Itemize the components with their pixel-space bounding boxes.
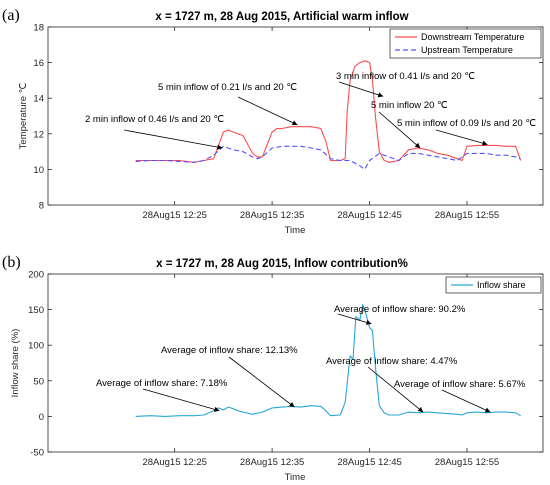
annotation-text: 5 min inflow of 0.21 l/s and 20 ℃ — [158, 82, 297, 93]
annotation-arrow-head — [417, 406, 424, 413]
legend-label-downstream: Downstream Temperature — [421, 32, 524, 42]
y-tick-label: 8 — [39, 201, 44, 212]
panel-b-x-label: Time — [285, 472, 306, 483]
y-tick-label: 200 — [28, 270, 44, 281]
annotation-arrow-head — [414, 142, 421, 149]
x-tick-label: 28Aug15 12:25 — [142, 210, 206, 221]
annotation-text: 5 min inflow 20 ℃ — [371, 100, 448, 111]
panel-b-series-group — [135, 304, 521, 417]
y-tick-label: 150 — [28, 305, 44, 316]
y-tick-label: 100 — [28, 341, 44, 352]
annotation-arrow-head — [288, 402, 295, 408]
annotation-text: Average of inflow share: 12.13% — [161, 345, 298, 356]
annotation-arrow-head — [213, 406, 220, 412]
panel-a-x-label: Time — [285, 225, 306, 236]
annotation-arrow-line — [441, 389, 491, 413]
annotation-arrow-line — [435, 129, 488, 145]
panel-a: (a) x = 1727 m, 28 Aug 2015, Artificial … — [2, 7, 544, 236]
annotation-arrow-line — [337, 313, 372, 325]
annotation-arrow-head — [481, 140, 488, 146]
annotation-text: 3 min inflow of 0.41 l/s and 20 ℃ — [336, 71, 475, 82]
x-tick-label: 28Aug15 12:45 — [337, 457, 401, 468]
panel-a-title: x = 1727 m, 28 Aug 2015, Artificial warm… — [155, 11, 408, 23]
annotation-text: Average of inflow share: 7.18% — [96, 378, 228, 389]
y-tick-label: 16 — [33, 58, 44, 69]
x-tick-label: 28Aug15 12:55 — [435, 210, 499, 221]
annotation-arrow-head — [377, 92, 384, 98]
panel-b-legend-box — [445, 276, 542, 294]
annotation-arrow-line — [378, 111, 421, 149]
annotation-arrow-head — [217, 144, 223, 150]
x-tick-label: 28Aug15 12:45 — [337, 210, 401, 221]
panel-a-label: (a) — [2, 7, 20, 24]
panel-a-legend: Downstream Temperature Upstream Temperat… — [389, 28, 542, 59]
panel-a-annotations: 2 min inflow of 0.46 l/s and 20 ℃ 5 min i… — [85, 71, 536, 150]
annotation-text: Average of inflow share: 5.67% — [394, 379, 526, 390]
y-tick-label: -50 — [30, 448, 44, 459]
panel-b-y-label: Inflow share (%) — [10, 329, 21, 398]
x-tick-label: 28Aug15 12:25 — [142, 457, 206, 468]
panel-a-series-group — [135, 60, 522, 170]
panel-a-y-axis: 8 10 12 14 16 18 — [33, 23, 543, 212]
x-tick-label: 28Aug15 12:35 — [240, 210, 304, 221]
y-tick-label: 14 — [33, 94, 44, 105]
panel-a-y-label: Temperature ℃ — [18, 82, 29, 149]
series-line-inflow-share — [135, 304, 521, 417]
panel-b-label: (b) — [2, 254, 21, 271]
x-tick-label: 28Aug15 12:55 — [435, 457, 499, 468]
annotation-arrow-line — [367, 366, 424, 413]
y-tick-label: 18 — [33, 23, 44, 34]
annotation-arrow-head — [484, 407, 491, 413]
panel-a-legend-box — [389, 28, 542, 59]
series-line-downstream-temperature — [135, 60, 522, 163]
legend-label-inflow-share: Inflow share — [477, 280, 526, 290]
panel-b-y-axis: -50 0 50 100 150 200 — [28, 270, 543, 459]
y-tick-label: 50 — [33, 376, 44, 387]
annotation-arrow-line — [123, 129, 223, 149]
y-tick-label: 12 — [33, 129, 44, 140]
annotation-arrow-line — [338, 81, 384, 97]
annotation-arrow-line — [237, 96, 298, 126]
annotation-text: 5 min inflow of 0.09 l/s and 20 ℃ — [397, 118, 536, 129]
annotation-text: Average of inflow share: 4.47% — [326, 356, 458, 367]
annotation-arrow-head — [291, 120, 298, 126]
annotation-arrow-line — [228, 356, 295, 408]
y-tick-label: 0 — [39, 412, 44, 423]
panel-b-legend: Inflow share — [445, 276, 542, 294]
panel-b-title: x = 1727 m, 28 Aug 2015, Inflow contribu… — [156, 258, 408, 270]
panel-b: (b) x = 1727 m, 28 Aug 2015, Inflow cont… — [2, 254, 544, 483]
annotation-text: 2 min inflow of 0.46 l/s and 20 ℃ — [85, 114, 224, 125]
panel-b-plot-area — [47, 273, 544, 453]
annotation-text: Average of inflow share: 90.2% — [334, 304, 466, 315]
legend-label-upstream: Upstream Temperature — [421, 45, 513, 55]
series-line-upstream-temperature — [135, 145, 521, 170]
y-tick-label: 10 — [33, 165, 44, 176]
annotation-arrow-head — [365, 319, 372, 325]
annotation-arrow-line — [142, 388, 220, 412]
x-tick-label: 28Aug15 12:35 — [240, 457, 304, 468]
panel-b-annotations: Average of inflow share: 7.18% Average of… — [96, 304, 526, 413]
